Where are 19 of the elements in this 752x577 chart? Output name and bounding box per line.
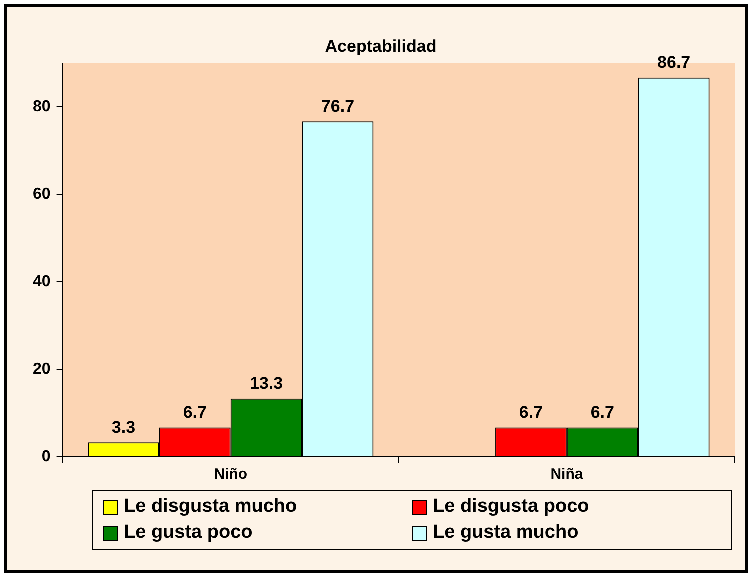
y-tick-label: 0: [42, 448, 51, 466]
data-label: 13.3: [250, 374, 284, 394]
legend-label: Le gusta poco: [124, 522, 253, 544]
data-label: 86.7: [658, 53, 691, 72]
data-label: 3.3: [112, 418, 136, 437]
data-label: 6.7: [519, 402, 544, 422]
legend-label: Le gusta mucho: [433, 522, 579, 544]
x-tick-label: Niño: [214, 466, 248, 484]
data-label: 76.7: [321, 96, 355, 116]
y-tick-label: 20: [33, 360, 51, 378]
legend-label: Le disgusta poco: [433, 496, 590, 518]
y-tick-label: 40: [33, 273, 51, 290]
data-label: 6.7: [590, 402, 614, 422]
x-tick-label: Niña: [550, 466, 584, 484]
y-tick-label: 60: [33, 186, 51, 204]
chart-title: Aceptabilidad: [325, 36, 437, 56]
legend-label: Le disgusta mucho: [124, 496, 298, 518]
y-tick-label: 80: [33, 98, 51, 116]
data-label: 6.7: [183, 402, 207, 422]
